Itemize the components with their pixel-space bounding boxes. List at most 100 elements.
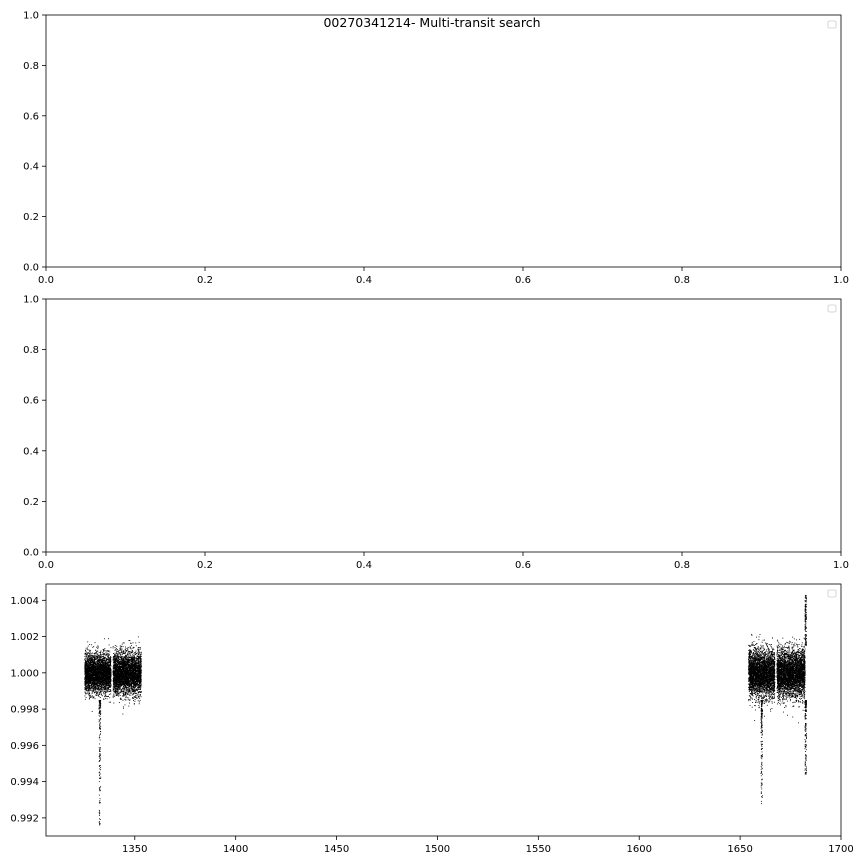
data-point — [89, 673, 91, 675]
data-point — [98, 686, 99, 688]
data-point — [88, 685, 90, 687]
data-point — [107, 665, 109, 667]
data-point — [108, 649, 110, 651]
data-point — [112, 686, 114, 688]
data-point — [107, 657, 109, 659]
data-point — [105, 685, 107, 687]
data-point — [99, 671, 100, 673]
data-point — [137, 650, 139, 652]
data-point — [85, 655, 87, 657]
data-point — [86, 652, 88, 654]
data-point — [85, 653, 87, 655]
data-point — [104, 695, 106, 697]
data-point — [86, 661, 88, 663]
data-point — [84, 684, 86, 686]
data-point — [108, 681, 110, 683]
data-point — [98, 671, 100, 673]
data-point — [92, 657, 93, 659]
data-point — [86, 667, 88, 669]
data-point — [105, 660, 107, 662]
data-point — [84, 664, 86, 666]
data-point — [87, 667, 89, 669]
data-point — [138, 656, 140, 658]
data-point — [93, 662, 95, 664]
data-point — [93, 686, 95, 688]
data-point — [115, 657, 117, 659]
data-point — [98, 672, 100, 674]
data-point — [120, 680, 122, 682]
data-point — [89, 694, 91, 696]
data-point — [104, 674, 106, 676]
data-point — [105, 691, 107, 693]
data-point — [109, 690, 111, 692]
data-point — [93, 679, 94, 681]
data-point — [89, 681, 90, 683]
data-point — [85, 673, 87, 675]
data-point — [91, 679, 93, 681]
data-point — [84, 667, 86, 669]
data-point — [96, 672, 98, 674]
data-point — [93, 688, 94, 690]
data-point — [124, 657, 126, 659]
data-point — [100, 671, 102, 673]
axes-frame-1 — [45, 14, 842, 268]
data-point — [128, 671, 130, 673]
data-point — [105, 691, 107, 693]
data-point — [103, 680, 105, 682]
data-point — [93, 660, 95, 662]
data-point — [110, 669, 112, 671]
data-point — [96, 694, 98, 696]
data-point — [87, 688, 89, 690]
data-point — [93, 674, 94, 676]
data-point — [93, 665, 95, 667]
data-point — [85, 684, 87, 686]
data-point — [95, 679, 97, 681]
data-point — [139, 666, 141, 668]
data-point — [105, 689, 107, 691]
data-point — [116, 661, 118, 663]
data-point — [126, 658, 128, 660]
data-point — [92, 688, 94, 690]
data-point — [125, 689, 127, 691]
data-point — [89, 687, 91, 689]
data-point — [140, 655, 142, 657]
data-point — [139, 683, 141, 685]
data-point — [94, 678, 96, 680]
data-point — [93, 667, 95, 669]
data-point — [107, 676, 108, 678]
data-point — [87, 678, 89, 679]
data-point — [98, 678, 100, 680]
data-point — [87, 645, 89, 647]
data-point — [87, 684, 89, 686]
data-point — [117, 689, 119, 691]
data-point — [99, 675, 101, 677]
data-point — [102, 672, 104, 674]
data-point — [103, 659, 105, 661]
data-point — [102, 651, 104, 653]
data-point — [104, 667, 106, 669]
data-point — [129, 689, 130, 691]
data-point — [98, 690, 99, 692]
data-point — [100, 679, 102, 681]
data-point — [139, 691, 141, 692]
data-point — [124, 660, 126, 662]
data-point — [93, 657, 95, 659]
data-point — [95, 676, 97, 678]
data-point — [94, 689, 96, 691]
data-point — [88, 674, 90, 676]
data-point — [92, 652, 93, 654]
data-point — [106, 678, 108, 680]
x-tick-label: 0.2 — [197, 275, 213, 286]
data-point — [107, 662, 109, 664]
data-point — [95, 679, 97, 681]
data-point — [95, 667, 97, 669]
data-point — [98, 657, 100, 659]
data-point — [90, 665, 92, 667]
data-point — [94, 670, 96, 672]
data-point — [104, 665, 105, 667]
data-point — [100, 677, 102, 679]
data-point — [96, 680, 98, 681]
data-point — [84, 671, 86, 673]
data-point — [90, 670, 92, 672]
data-point — [133, 688, 135, 690]
